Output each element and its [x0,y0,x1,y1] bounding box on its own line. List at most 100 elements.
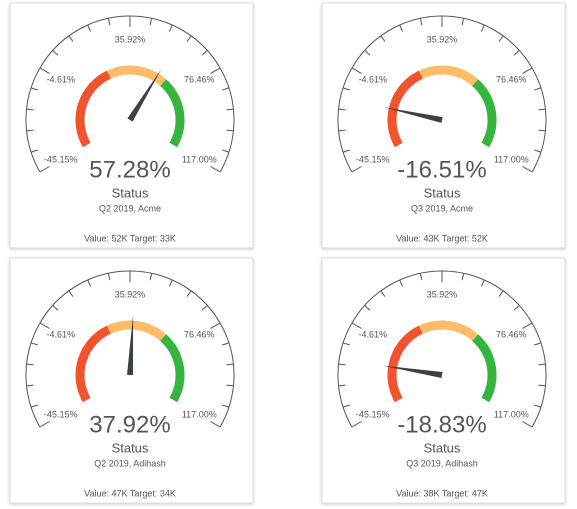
tick-mark [522,166,533,173]
minor-tick [364,50,371,56]
minor-tick [498,35,504,42]
tick-mark [39,166,50,173]
minor-tick [342,87,350,91]
minor-tick [26,129,34,132]
tick-mark [210,322,221,329]
minor-tick [480,24,485,32]
card-background [9,2,254,249]
tick-label: 117.00% [182,409,217,419]
minor-tick [52,50,59,56]
tick-mark [522,421,533,428]
band [160,79,185,148]
tick-label: 76.46% [184,329,215,339]
tick-mark [39,421,50,428]
minor-tick [186,290,192,297]
tick-label: -45.15% [44,154,78,164]
band [106,65,167,87]
minor-tick [534,342,542,346]
minor-tick [342,342,350,346]
minor-tick [538,363,546,366]
band [75,325,111,403]
card-background [321,2,566,249]
minor-tick [52,305,59,311]
gauge-subtitle: Q2 2019, Adihash [94,458,166,468]
band [387,70,423,148]
minor-tick [226,384,234,387]
gauge-title: Status [112,185,149,200]
minor-tick [107,273,111,281]
minor-tick [26,108,34,111]
tick-label: 76.46% [496,74,527,84]
value-label: -16.51% [397,156,486,183]
minor-tick [186,35,192,42]
value-label: 37.92% [89,411,170,438]
minor-tick [30,149,38,153]
tick-mark [351,166,362,173]
minor-tick [87,279,91,287]
tick-label: 76.46% [496,329,527,339]
tick-mark [39,67,50,74]
tick-label: 117.00% [182,154,217,164]
gauge-card: -45.15% -4.61% 35.92% 76.46% 117.00% -18.83% S… [321,257,566,504]
minor-tick [534,404,542,408]
tick-label: -45.15% [356,154,390,164]
minor-tick [201,305,208,311]
minor-tick [149,18,153,26]
minor-tick [87,24,91,32]
minor-tick [168,279,173,287]
tick-label: -45.15% [356,409,390,419]
band [75,70,111,148]
band [387,325,423,403]
gauge-card: -45.15% -4.61% 35.92% 76.46% 117.00% -16.51% S… [321,2,566,249]
gauge-subtitle: Q2 2019, Acme [99,203,161,213]
minor-tick [534,149,542,153]
tick-mark [210,421,221,428]
tick-mark [210,67,221,74]
tick-label: -4.61% [358,329,387,339]
tick-mark [351,421,362,428]
minor-tick [338,129,346,132]
tick-label: 117.00% [494,409,529,419]
minor-tick [534,87,542,91]
value-label: 57.28% [89,156,170,183]
tick-label: 35.92% [115,34,146,44]
minor-tick [342,404,350,408]
band [418,320,479,342]
minor-tick [399,279,403,287]
band [160,334,185,403]
tick-label: -4.61% [46,74,75,84]
minor-tick [513,305,520,311]
minor-tick [338,384,346,387]
minor-tick [107,18,111,26]
minor-tick [26,363,34,366]
tick-mark [522,67,533,74]
gauge-card: -45.15% -4.61% 35.92% 76.46% 117.00% 57.28% St… [9,2,254,249]
minor-tick [513,50,520,56]
minor-tick [226,108,234,111]
tick-label: -4.61% [46,329,75,339]
gauge-card: -45.15% -4.61% 35.92% 76.46% 117.00% 37.92% St… [9,257,254,504]
minor-tick [30,342,38,346]
minor-tick [222,149,230,153]
tick-mark [522,322,533,329]
minor-tick [399,24,403,32]
gauge-subtitle: Q3 2019, Acme [411,203,473,213]
gauge-title: Status [424,185,461,200]
minor-tick [419,273,423,281]
minor-tick [226,129,234,132]
tick-mark [210,166,221,173]
gauge-footer: Value: 38K Target: 47K [396,488,488,498]
tick-mark [351,67,362,74]
minor-tick [380,290,386,297]
needle [127,315,134,376]
tick-label: -4.61% [358,74,387,84]
minor-tick [461,18,465,26]
band [472,79,497,148]
minor-tick [364,305,371,311]
tick-label: 117.00% [494,154,529,164]
minor-tick [26,384,34,387]
gauge-title: Status [112,440,149,455]
needle [383,107,443,123]
